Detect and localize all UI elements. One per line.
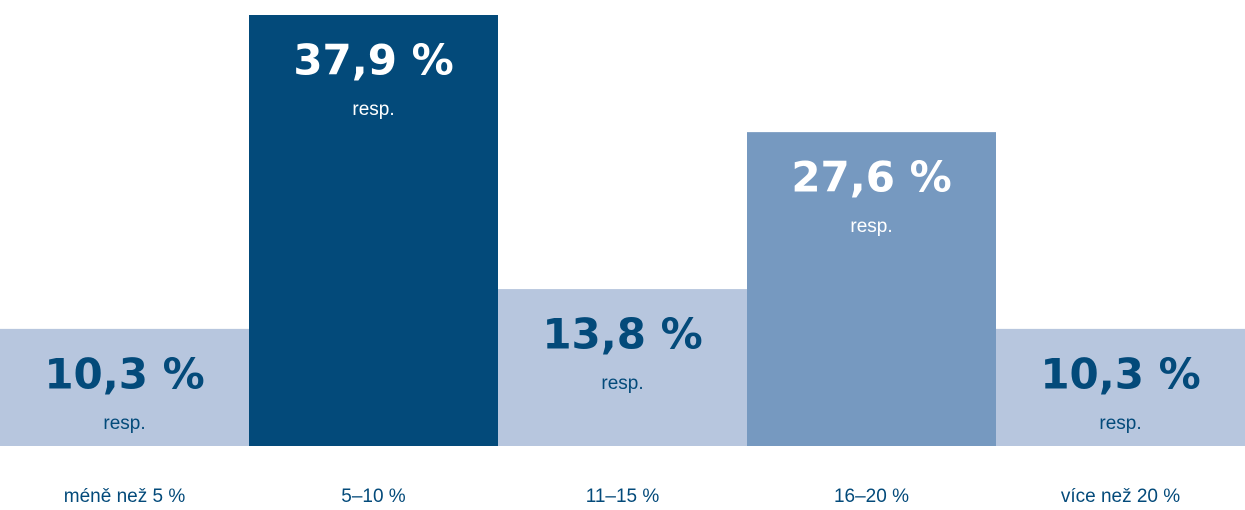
unit-label: resp. xyxy=(850,216,892,237)
value-label: 27,6 % xyxy=(791,153,951,202)
value-label: 10,3 % xyxy=(44,349,204,398)
value-label: 13,8 % xyxy=(542,310,702,359)
bar xyxy=(498,289,747,446)
category-label: 16–20 % xyxy=(834,486,909,507)
category-label: více než 20 % xyxy=(1061,486,1180,507)
bar xyxy=(0,328,249,446)
unit-label: resp. xyxy=(352,99,394,120)
bar xyxy=(747,132,996,446)
bar xyxy=(996,328,1245,446)
bar xyxy=(249,15,498,446)
unit-label: resp. xyxy=(601,373,643,394)
value-label: 10,3 % xyxy=(1040,349,1200,398)
value-label: 37,9 % xyxy=(293,36,453,85)
category-label: 11–15 % xyxy=(586,486,660,507)
category-label: 5–10 % xyxy=(341,486,406,507)
unit-label: resp. xyxy=(1099,413,1141,434)
unit-label: resp. xyxy=(103,413,145,434)
category-label: méně než 5 % xyxy=(64,486,186,507)
